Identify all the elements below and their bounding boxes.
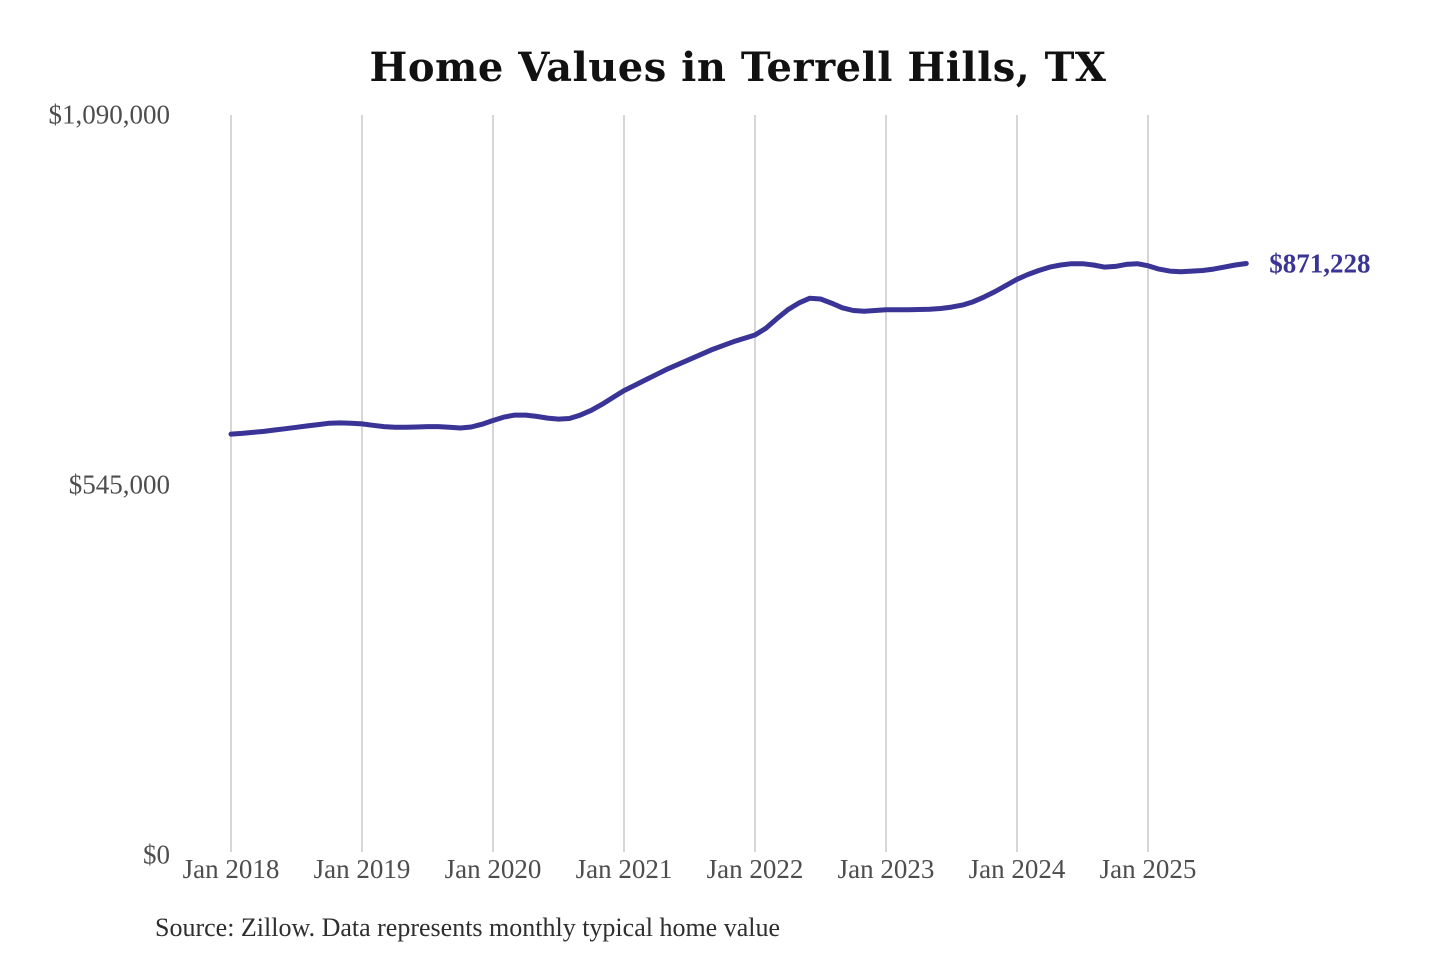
x-axis-tick-label: Jan 2025 — [1099, 854, 1197, 884]
x-axis-tick-label: Jan 2022 — [706, 854, 804, 884]
end-value-label: $871,228 — [1269, 248, 1371, 279]
home-value-line — [228, 261, 1249, 437]
y-axis-tick-label: $545,000 — [68, 469, 170, 500]
x-axis-tick-label: Jan 2023 — [837, 854, 935, 884]
y-axis-tick-label: $1,090,000 — [48, 99, 171, 130]
x-axis-tick-label: Jan 2018 — [182, 854, 280, 884]
chart-title: Home Values in Terrell Hills, TX — [369, 44, 1107, 91]
x-axis-tick-label: Jan 2024 — [968, 854, 1066, 884]
x-axis-tick-label: Jan 2021 — [575, 854, 673, 884]
x-axis-tick-label: Jan 2020 — [444, 854, 542, 884]
y-axis-tick-label: $0 — [143, 839, 170, 870]
x-axis-tick-label: Jan 2019 — [313, 854, 411, 884]
source-note: Source: Zillow. Data represents monthly … — [155, 913, 781, 942]
